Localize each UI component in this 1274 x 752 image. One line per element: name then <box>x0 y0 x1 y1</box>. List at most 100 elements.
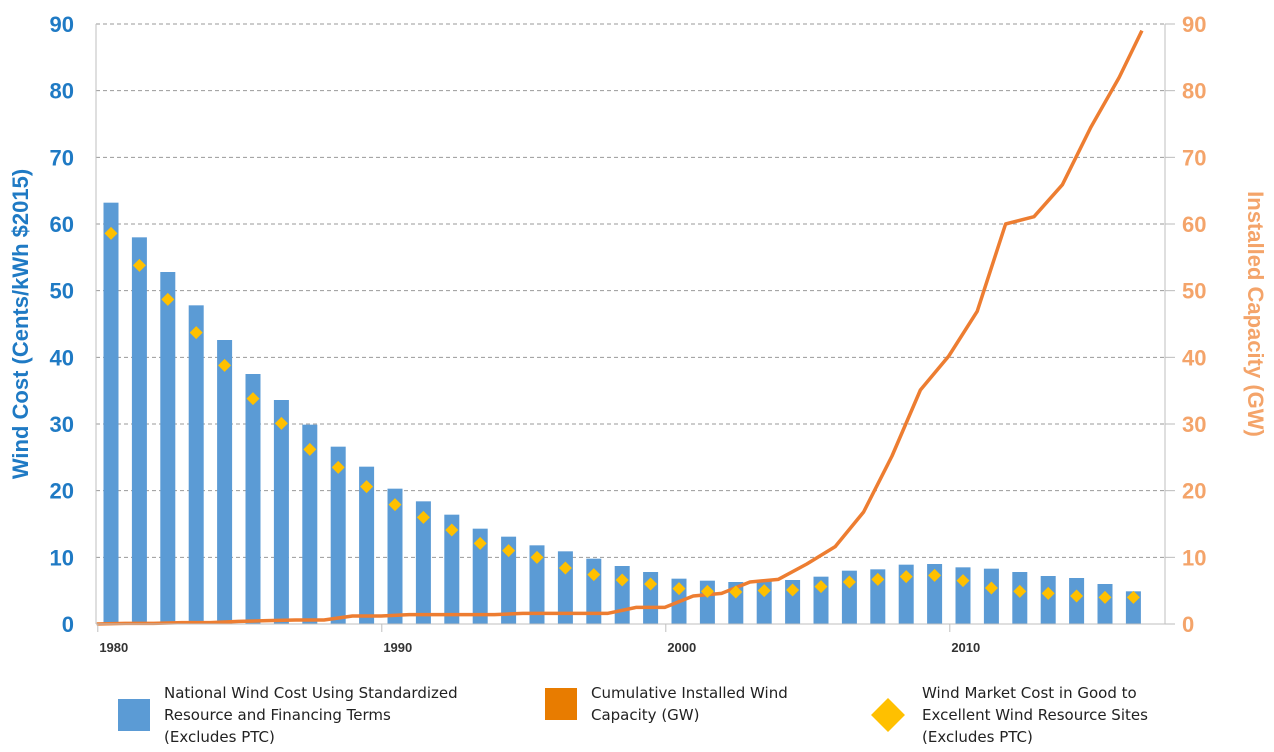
market-cost-marker <box>587 568 601 582</box>
y2-axis-title: Installed Capacity (GW) <box>1243 191 1268 437</box>
wind-cost-chart: 0 10 20 30 40 50 60 70 80 90 0 10 20 30 40 50 60 70 80 90 19… <box>8 12 1268 655</box>
market-cost-marker <box>473 536 487 550</box>
x-tick-label: 2010 <box>951 640 980 655</box>
market-cost-marker <box>132 258 146 272</box>
bar <box>927 564 943 624</box>
market-cost-marker <box>189 326 203 340</box>
bar <box>273 400 289 624</box>
bar <box>359 466 375 624</box>
y2-tick-label: 20 <box>1182 479 1206 504</box>
y-tick-label: 30 <box>50 412 74 437</box>
market-cost-marker <box>161 292 175 306</box>
bar <box>1012 572 1028 624</box>
legend-item-market-cost: Wind Market Cost in Good to Excellent Wi… <box>870 682 1148 748</box>
bar <box>188 305 204 624</box>
market-cost-marker <box>757 584 771 598</box>
y-tick-label: 50 <box>50 279 74 304</box>
market-cost-marker <box>928 568 942 582</box>
bar <box>898 564 914 624</box>
y2-tick-label: 80 <box>1182 79 1206 104</box>
legend: National Wind Cost Using Standardized Re… <box>0 680 1274 752</box>
y2-tick-label: 0 <box>1182 612 1194 637</box>
legend-label: Wind Market Cost in Good to Excellent Wi… <box>922 684 1148 746</box>
capacity-line <box>96 29 1144 626</box>
market-cost-marker <box>871 572 885 586</box>
legend-item-capacity-line: Cumulative Installed Wind Capacity (GW) <box>545 682 788 726</box>
y2-tick-label: 70 <box>1182 145 1206 170</box>
market-cost-marker <box>218 358 232 372</box>
bar <box>983 568 999 624</box>
legend-swatch-diamond <box>871 698 905 732</box>
market-cost-marker <box>274 416 288 430</box>
legend-swatch-line <box>545 688 577 720</box>
y-axis-title: Wind Cost (Cents/kWh $2015) <box>8 169 33 479</box>
bar <box>501 536 517 624</box>
market-cost-marker <box>984 581 998 595</box>
market-cost-marker <box>416 510 430 524</box>
market-cost-marker <box>1013 584 1027 598</box>
bar <box>472 528 488 624</box>
market-cost-marker <box>899 570 913 584</box>
axes: 0 10 20 30 40 50 60 70 80 90 0 10 20 30 40 50 60 70 80 90 19… <box>50 12 1207 655</box>
market-cost-marker <box>615 573 629 587</box>
legend-label: Cumulative Installed Wind Capacity (GW) <box>591 684 788 724</box>
bar <box>870 569 886 624</box>
market-cost-marker <box>729 585 743 599</box>
market-cost-marker <box>1041 586 1055 600</box>
cost-bars <box>103 202 1141 625</box>
bar <box>245 374 261 624</box>
bar <box>415 501 431 624</box>
y2-tick-label: 90 <box>1182 12 1206 37</box>
y-tick-label: 60 <box>50 212 74 237</box>
market-cost-marker <box>530 550 544 564</box>
market-cost-marker <box>700 584 714 598</box>
market-cost-marker <box>1098 590 1112 604</box>
bar <box>330 446 346 624</box>
x-tick-label: 1980 <box>99 640 128 655</box>
y2-tick-label: 40 <box>1182 345 1206 370</box>
y2-tick-label: 30 <box>1182 412 1206 437</box>
bar <box>1040 576 1056 624</box>
bar <box>217 340 233 624</box>
market-cost-marker <box>445 523 459 537</box>
y-tick-label: 70 <box>50 145 74 170</box>
legend-label: National Wind Cost Using Standardized Re… <box>164 684 458 746</box>
y-tick-label: 90 <box>50 12 74 37</box>
y-tick-label: 10 <box>50 545 74 570</box>
y-tick-label: 80 <box>50 79 74 104</box>
y-tick-label: 40 <box>50 345 74 370</box>
legend-swatch-bar <box>118 699 150 731</box>
market-cost-markers <box>104 226 1140 604</box>
x-tick-label: 1990 <box>383 640 412 655</box>
market-cost-marker <box>814 580 828 594</box>
market-cost-marker <box>502 544 516 558</box>
y2-tick-label: 60 <box>1182 212 1206 237</box>
bar <box>103 202 119 624</box>
capacity-line-path <box>96 29 1144 626</box>
bar <box>160 272 176 624</box>
y-tick-label: 20 <box>50 479 74 504</box>
bar <box>387 488 403 624</box>
bar <box>529 545 545 624</box>
market-cost-marker <box>303 442 317 456</box>
y2-tick-label: 10 <box>1182 545 1206 570</box>
market-cost-marker <box>558 561 572 575</box>
y-tick-label: 0 <box>62 612 74 637</box>
x-tick-label: 2000 <box>667 640 696 655</box>
bar <box>302 424 318 624</box>
bar <box>131 237 147 625</box>
market-cost-marker <box>842 575 856 589</box>
bar <box>1097 584 1113 624</box>
market-cost-marker <box>388 498 402 512</box>
legend-item-cost-bars: National Wind Cost Using Standardized Re… <box>118 682 458 748</box>
market-cost-marker <box>360 480 374 494</box>
bar <box>444 514 460 624</box>
market-cost-marker <box>672 582 686 596</box>
market-cost-marker <box>1070 589 1084 603</box>
market-cost-marker <box>104 226 118 240</box>
y2-tick-label: 50 <box>1182 279 1206 304</box>
market-cost-marker <box>1126 590 1140 604</box>
market-cost-marker <box>644 577 658 591</box>
market-cost-marker <box>786 583 800 597</box>
market-cost-marker <box>331 460 345 474</box>
